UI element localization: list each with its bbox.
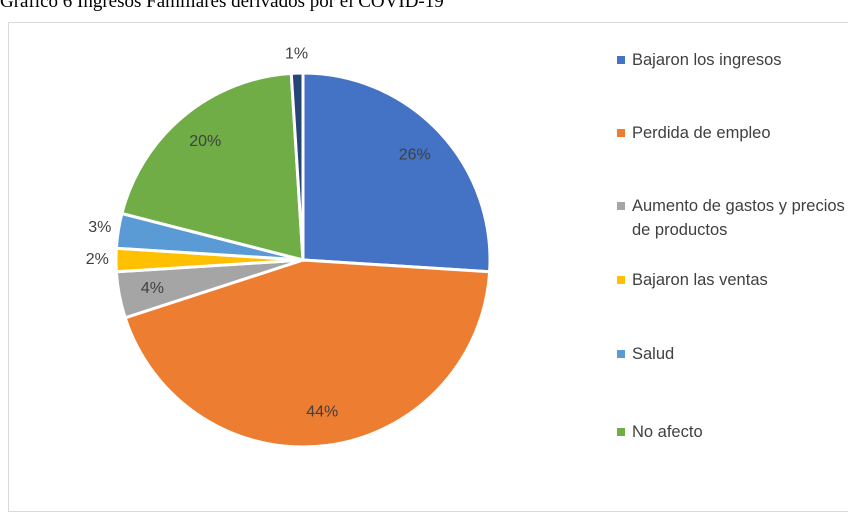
- pie-slice: [123, 258, 492, 449]
- legend-swatch: [617, 350, 625, 358]
- legend-item: Aumento de gastos y precios de productos: [617, 194, 847, 242]
- pie-slice: [301, 71, 492, 274]
- legend-label: Perdida de empleo: [632, 124, 771, 142]
- legend-swatch: [617, 428, 625, 436]
- data-label: 3%: [88, 219, 111, 236]
- data-label: 4%: [141, 280, 164, 297]
- legend-label: Bajaron las ventas: [632, 271, 768, 289]
- chart-title: Gráfico 6 Ingresos Familiares derivados …: [0, 0, 444, 12]
- data-label: 26%: [399, 146, 431, 163]
- legend-swatch: [617, 56, 625, 64]
- legend-item: Bajaron los ingresos: [617, 48, 847, 72]
- pie-slice: [289, 71, 305, 261]
- legend-swatch: [617, 276, 625, 284]
- legend-swatch: [617, 202, 625, 210]
- legend-label: No afecto: [632, 423, 703, 441]
- data-label: 44%: [306, 403, 338, 420]
- data-label: 20%: [189, 133, 221, 150]
- pie-slice: [120, 71, 305, 262]
- chart: 26% 44% 4% 2% 3% 20% 1%: [86, 46, 492, 449]
- data-label: 1%: [285, 46, 308, 63]
- legend-label: Salud: [632, 345, 675, 363]
- legend-label: Aumento de gastos y precios de productos: [632, 197, 845, 239]
- legend-item: No afecto: [617, 420, 847, 444]
- legend-item: Bajaron las ventas: [617, 268, 847, 292]
- data-label: 2%: [86, 251, 109, 268]
- legend-label: Bajaron los ingresos: [632, 51, 782, 69]
- legend-item: Perdida de empleo: [617, 121, 847, 145]
- legend-swatch: [617, 129, 625, 137]
- legend-item: Salud: [617, 342, 847, 366]
